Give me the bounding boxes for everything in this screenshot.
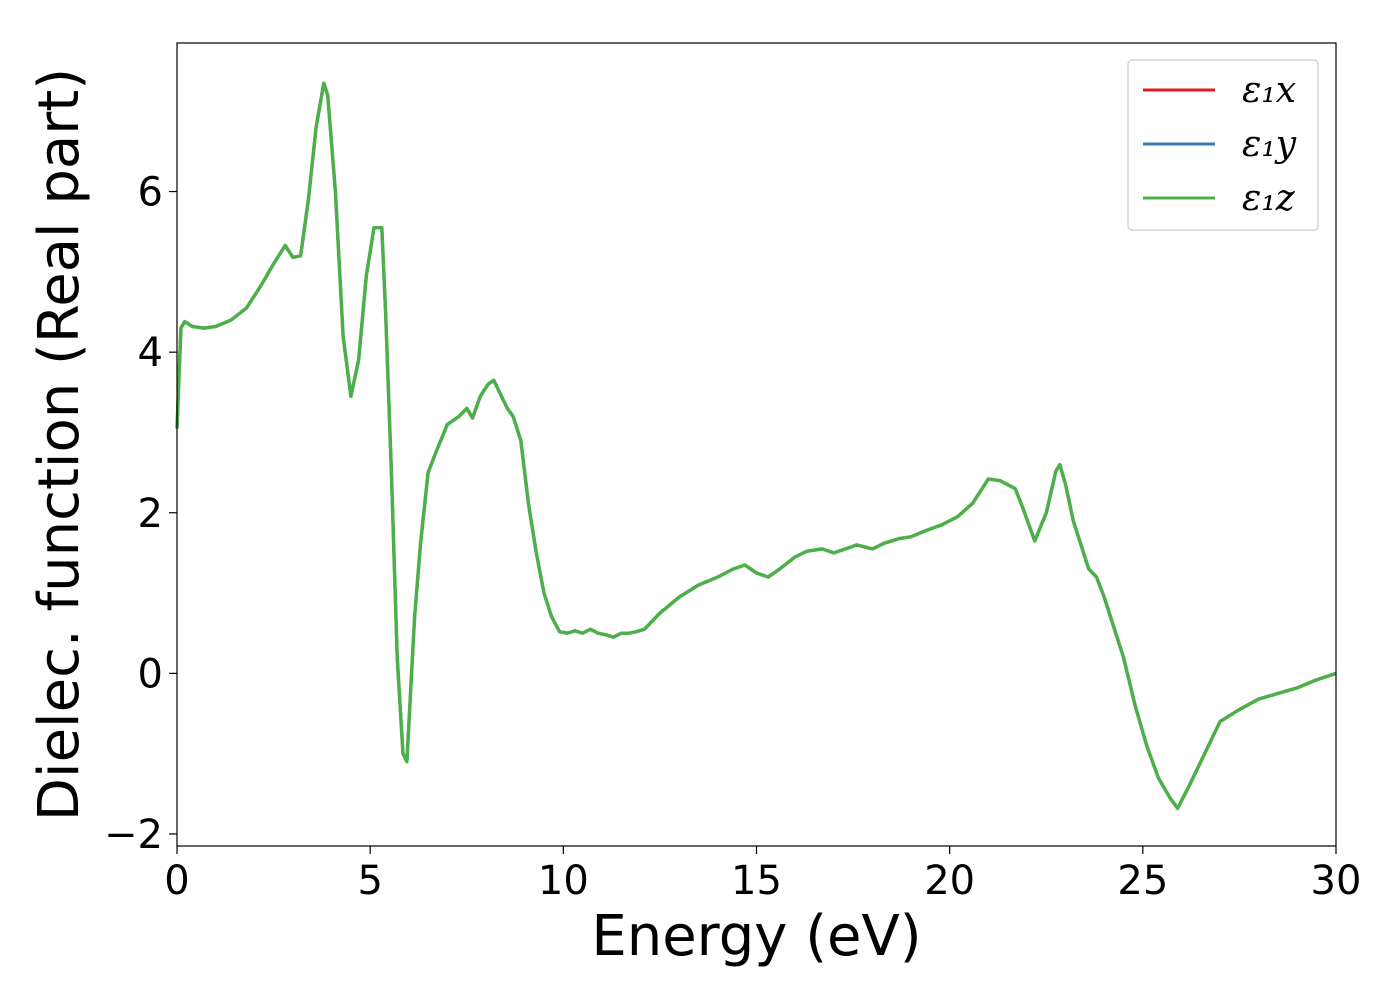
y-axis-label: Dielec. function (Real part) [27, 68, 92, 821]
series-line-3 [175, 81, 1337, 811]
x-tick-label: 10 [538, 858, 589, 904]
y-axis-ticks: −2 0 2 4 6 [104, 170, 177, 858]
x-tick-label: 0 [164, 858, 189, 904]
x-tick-label: 15 [731, 858, 782, 904]
x-axis-ticks: 0 5 10 15 20 25 30 [164, 846, 1361, 904]
series-lines [175, 81, 1337, 811]
x-tick-label: 25 [1117, 858, 1168, 904]
y-tick-label: −2 [104, 812, 163, 858]
x-tick-label: 5 [357, 858, 382, 904]
legend-label-2: ε₁y [1242, 124, 1297, 165]
legend-label-3: ε₁z [1242, 178, 1296, 219]
x-axis-label: Energy (eV) [591, 904, 921, 969]
legend: ε₁x ε₁y ε₁z [1127, 59, 1319, 231]
y-tick-label: 0 [138, 651, 163, 697]
y-tick-label: 6 [138, 170, 163, 216]
y-tick-label: 4 [138, 330, 163, 376]
x-tick-label: 30 [1311, 858, 1362, 904]
y-tick-label: 2 [138, 491, 163, 537]
legend-label-1: ε₁x [1242, 70, 1296, 111]
x-tick-label: 20 [924, 858, 975, 904]
legend-box [1127, 59, 1319, 231]
